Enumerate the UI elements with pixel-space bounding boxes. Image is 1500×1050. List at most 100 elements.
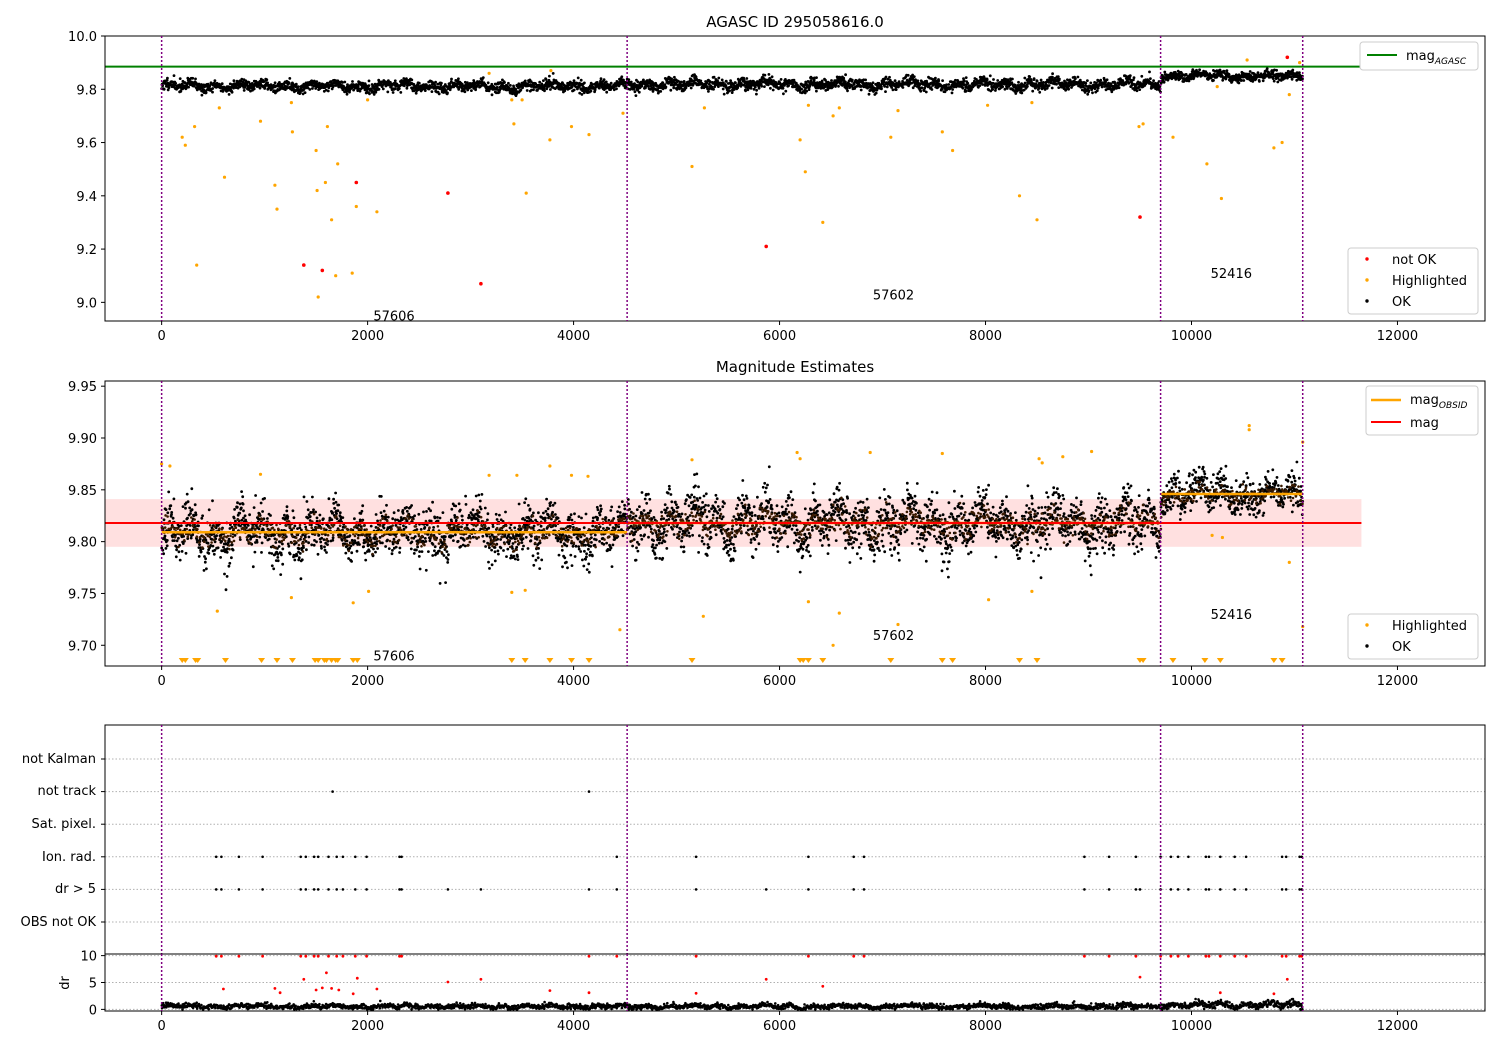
ok-point <box>978 84 982 87</box>
ok-point <box>1099 78 1103 82</box>
highlighted-point <box>354 204 358 209</box>
ok-point <box>760 84 764 88</box>
ok-point <box>358 543 361 546</box>
ok-point <box>263 497 266 500</box>
ok-point <box>471 508 475 512</box>
ok-point <box>286 515 290 519</box>
ok-point <box>808 84 812 88</box>
ok-point <box>252 87 256 91</box>
ok-point <box>540 83 544 87</box>
ok-point <box>202 569 206 572</box>
ok-point <box>575 81 579 85</box>
ok-point <box>445 550 449 553</box>
ok-point <box>243 514 247 518</box>
ok-point <box>1084 81 1088 85</box>
ok-point <box>1237 81 1241 85</box>
ok-point <box>996 79 1000 82</box>
highlighted-point <box>889 135 893 139</box>
ok-point <box>440 81 443 85</box>
ok-point <box>891 88 895 92</box>
ok-point <box>454 533 457 537</box>
ok-point <box>341 81 344 84</box>
highlighted-point <box>569 125 574 129</box>
not-ok-point <box>1285 55 1290 60</box>
ok-point <box>297 556 301 560</box>
ok-point <box>376 547 379 550</box>
ok-point <box>963 83 966 86</box>
ok-point <box>228 561 232 565</box>
ok-point <box>413 514 416 518</box>
ok-point <box>367 549 371 553</box>
panel-title: Magnitude Estimates <box>716 358 874 376</box>
ok-point <box>346 83 349 86</box>
ok-point <box>433 516 437 520</box>
ok-point <box>779 78 783 81</box>
ok-point <box>326 89 330 93</box>
ok-point <box>912 75 916 78</box>
ok-point <box>570 85 574 89</box>
ok-point <box>413 535 417 538</box>
ok-point <box>308 88 312 91</box>
ok-point <box>181 505 185 508</box>
ok-point <box>1003 87 1007 91</box>
ok-point <box>820 79 824 83</box>
ok-point <box>831 85 834 89</box>
ok-point <box>464 494 467 498</box>
ok-point <box>823 85 827 89</box>
ok-point <box>612 88 616 92</box>
ok-point <box>520 541 524 544</box>
ok-point <box>1290 77 1294 81</box>
ok-point <box>461 518 464 522</box>
ok-point <box>493 559 497 563</box>
ok-point <box>1149 77 1152 80</box>
highlighted-point <box>520 98 524 102</box>
ok-point <box>509 84 512 87</box>
ok-point <box>180 550 184 553</box>
ok-point <box>1221 78 1225 82</box>
ok-point <box>634 94 638 97</box>
ok-point <box>708 80 712 84</box>
ok-point <box>615 87 618 91</box>
ok-point <box>722 92 726 96</box>
ok-point <box>391 542 395 546</box>
ok-point <box>444 581 447 584</box>
ok-point <box>338 511 342 515</box>
ok-point <box>434 80 437 84</box>
ok-point <box>377 87 381 91</box>
ok-point <box>906 73 910 77</box>
ok-point <box>206 541 210 545</box>
ok-point <box>885 85 889 89</box>
ok-point <box>1128 74 1132 77</box>
highlighted-point <box>1171 135 1175 139</box>
ok-point <box>629 80 633 84</box>
ok-point <box>1051 75 1054 79</box>
ok-point <box>348 534 352 537</box>
ok-point <box>447 553 450 557</box>
ok-point <box>730 91 734 94</box>
ok-point <box>490 548 493 552</box>
ok-point <box>510 537 513 540</box>
ok-point <box>199 550 203 554</box>
ok-point <box>251 565 255 569</box>
ok-point <box>170 511 174 514</box>
ok-point <box>454 518 458 522</box>
highlighted-point <box>1287 93 1291 97</box>
ok-point <box>1192 76 1196 79</box>
ok-point <box>166 76 169 80</box>
highlighted-point <box>290 130 294 134</box>
ok-point <box>415 548 418 552</box>
ok-point <box>481 534 485 538</box>
ok-point <box>1031 89 1035 93</box>
ok-point <box>239 506 243 510</box>
ok-point <box>1212 79 1215 82</box>
ok-point <box>941 79 944 82</box>
ok-point <box>860 84 863 88</box>
ok-point <box>525 89 529 92</box>
ok-point <box>729 79 732 82</box>
ok-point <box>499 546 503 550</box>
highlighted-point <box>330 218 334 222</box>
ok-point <box>752 87 756 91</box>
highlighted-point <box>487 71 491 75</box>
ok-point <box>162 518 166 522</box>
ok-point <box>450 507 454 511</box>
